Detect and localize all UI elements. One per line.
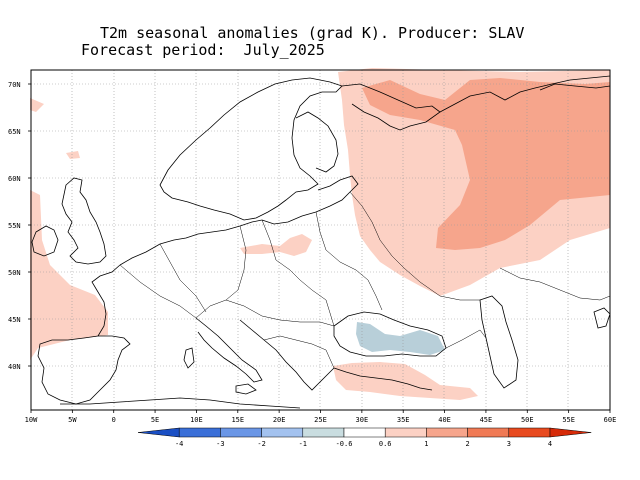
color-bar: -4 -3 -2 -1 -0.6 0.6 1 2 3 4: [137, 427, 592, 448]
sicily-coast: [235, 383, 257, 395]
kola-coast: [341, 83, 441, 131]
ireland-coast: [31, 225, 59, 257]
lat-label: 50N: [8, 269, 21, 277]
lon-label: 5E: [151, 416, 159, 424]
lat-label: 45N: [8, 316, 21, 324]
color-bar-box: [220, 427, 262, 438]
lon-label: 60E: [604, 416, 617, 424]
baltic-coast: [261, 175, 359, 225]
lon-label: 20E: [273, 416, 286, 424]
color-bar-box: [549, 427, 592, 438]
italy-coast: [195, 317, 263, 383]
color-bar-label: -2: [257, 440, 265, 448]
color-bar-box: [137, 427, 180, 438]
latitude-labels: 70N 65N 60N 55N 50N 45N 40N: [8, 81, 31, 371]
color-bar-label: 3: [507, 440, 511, 448]
balkans-coast: [239, 319, 335, 391]
color-bar-box: [508, 427, 551, 438]
lon-label: 15E: [231, 416, 244, 424]
black-sea-coast: [333, 311, 447, 357]
lon-label: 5W: [68, 416, 77, 424]
warm-anomaly-central: [240, 234, 312, 256]
color-bar-boxes: [137, 427, 592, 438]
warm-anomaly-small-north: [66, 151, 80, 159]
lat-label: 60N: [8, 175, 21, 183]
aral-sea-coast: [593, 307, 611, 329]
map-title: T2m seasonal anomalies (grad K). Produce…: [0, 0, 640, 62]
lon-label: 45E: [480, 416, 493, 424]
warm-anomaly-west: [30, 190, 108, 360]
western-europe-coast: [119, 219, 263, 266]
color-bar-label: 1: [424, 440, 428, 448]
lon-label: 40E: [438, 416, 451, 424]
color-bar-label: -3: [216, 440, 224, 448]
lon-label: 10W: [25, 416, 38, 424]
country-borders: [119, 191, 611, 369]
lon-label: 35E: [397, 416, 410, 424]
color-bar-label: -0.6: [336, 440, 353, 448]
color-bar-label: 2: [465, 440, 469, 448]
color-bar-labels: -4 -3 -2 -1 -0.6 0.6 1 2 3 4: [175, 440, 552, 448]
lat-label: 55N: [8, 222, 21, 230]
north-africa-coast: [60, 397, 301, 409]
color-bar-box: [302, 427, 345, 438]
color-bar-label: -1: [299, 440, 307, 448]
warm-anomaly-turkey: [333, 362, 478, 400]
bothnia-coast: [295, 111, 339, 173]
color-bar-label: 0.6: [379, 440, 392, 448]
arctic-coast: [439, 75, 611, 113]
color-bar-box: [178, 427, 221, 438]
longitude-labels: 10W 5W 0 5E 10E 15E 20E 25E 30E 35E 40E 45E 50E 55E 60…: [25, 410, 617, 424]
iberia-coast: [37, 335, 131, 405]
great-britain-coast: [61, 177, 107, 265]
color-bar-label: -4: [175, 440, 183, 448]
title-line-1: T2m seasonal anomalies (grad K). Produce…: [100, 24, 525, 42]
cool-anomaly-black-sea: [356, 322, 445, 355]
turkey-south-coast: [333, 367, 433, 391]
lat-label: 40N: [8, 363, 21, 371]
lat-label: 65N: [8, 128, 21, 136]
color-bar-box: [426, 427, 468, 438]
lon-label: 0: [112, 416, 116, 424]
lon-label: 10E: [190, 416, 203, 424]
novaya-zemlya: [539, 83, 611, 91]
color-bar-label: 4: [548, 440, 552, 448]
color-bar-box: [467, 427, 510, 438]
scandinavia-coast: [159, 77, 343, 221]
title-line-2: Forecast period: July_2025: [81, 41, 325, 59]
map-grid: [31, 70, 610, 410]
caspian-sea-coast: [479, 295, 519, 389]
warm-anomaly-iceland-edge: [30, 98, 44, 112]
lon-label: 30E: [356, 416, 369, 424]
color-bar-box: [261, 427, 304, 438]
lat-label: 70N: [8, 81, 21, 89]
france-atlantic-coast: [91, 264, 121, 337]
anomaly-shading: [30, 68, 610, 400]
sardinia-coast: [183, 347, 195, 369]
lon-label: 50E: [521, 416, 534, 424]
lon-label: 55E: [562, 416, 575, 424]
color-bar-box: [343, 427, 386, 438]
lon-label: 25E: [314, 416, 327, 424]
color-bar-box: [384, 427, 427, 438]
